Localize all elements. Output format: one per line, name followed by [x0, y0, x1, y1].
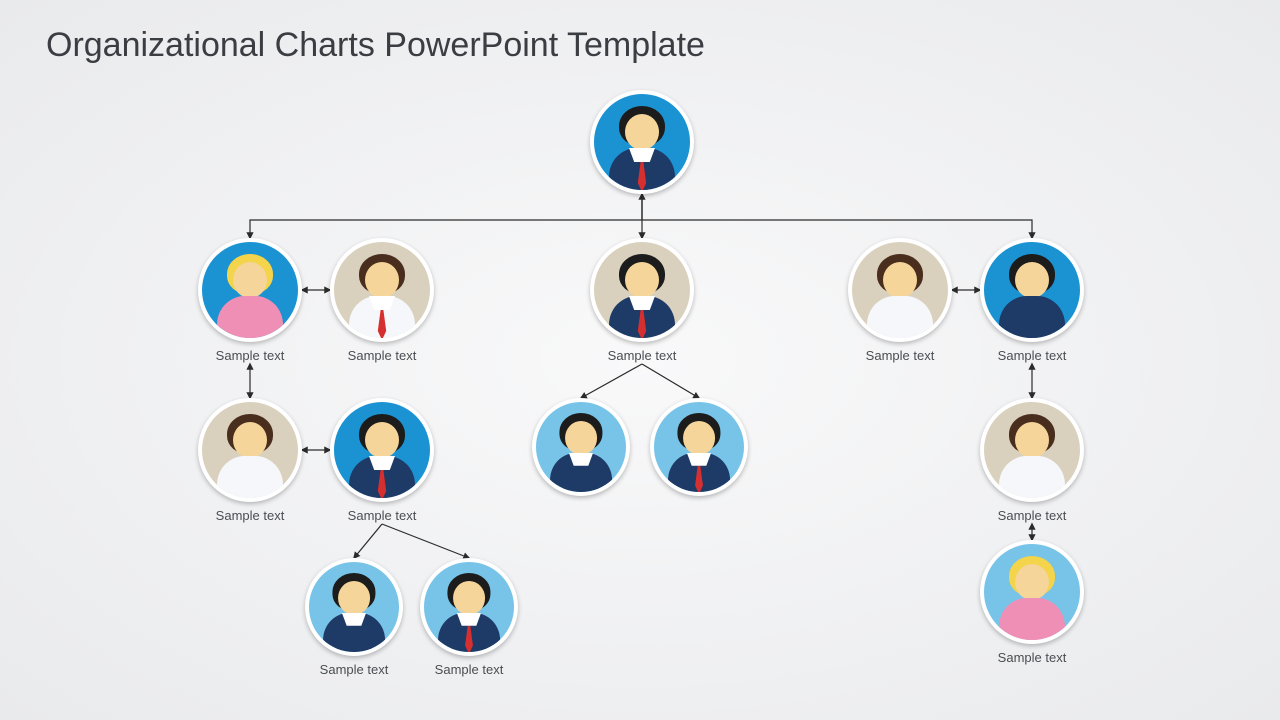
org-node-a3: Sample text [198, 398, 302, 523]
org-node-a2: Sample text [330, 238, 434, 363]
person-avatar-icon [330, 398, 434, 502]
person-avatar-icon [330, 238, 434, 342]
person-avatar-icon [980, 398, 1084, 502]
org-node-a5: Sample text [305, 558, 403, 677]
org-node-label: Sample text [420, 662, 518, 677]
org-node-label: Sample text [305, 662, 403, 677]
org-node-a4: Sample text [330, 398, 434, 523]
org-node-c3: Sample text [980, 398, 1084, 523]
org-node-a6: Sample text [420, 558, 518, 677]
org-node-b1: Sample text [590, 238, 694, 363]
person-avatar-icon [198, 238, 302, 342]
person-avatar-icon [532, 398, 630, 496]
org-node-label: Sample text [980, 348, 1084, 363]
org-chart-stage: Sample text Sample text Sample text Sample … [0, 0, 1280, 720]
org-node-b3 [650, 398, 748, 496]
org-node-label: Sample text [330, 508, 434, 523]
person-avatar-icon [980, 238, 1084, 342]
person-avatar-icon [420, 558, 518, 656]
org-node-label: Sample text [198, 348, 302, 363]
org-node-label: Sample text [980, 508, 1084, 523]
person-avatar-icon [198, 398, 302, 502]
person-avatar-icon [980, 540, 1084, 644]
person-avatar-icon [590, 238, 694, 342]
person-avatar-icon [305, 558, 403, 656]
person-avatar-icon [590, 90, 694, 194]
org-node-label: Sample text [330, 348, 434, 363]
org-node-b2 [532, 398, 630, 496]
org-node-label: Sample text [980, 650, 1084, 665]
org-node-a1: Sample text [198, 238, 302, 363]
org-node-label: Sample text [590, 348, 694, 363]
org-node-c1: Sample text [848, 238, 952, 363]
org-node-label: Sample text [848, 348, 952, 363]
person-avatar-icon [848, 238, 952, 342]
person-avatar-icon [650, 398, 748, 496]
org-node-label: Sample text [198, 508, 302, 523]
org-node-ceo [590, 90, 694, 194]
org-node-c2: Sample text [980, 238, 1084, 363]
org-node-c4: Sample text [980, 540, 1084, 665]
